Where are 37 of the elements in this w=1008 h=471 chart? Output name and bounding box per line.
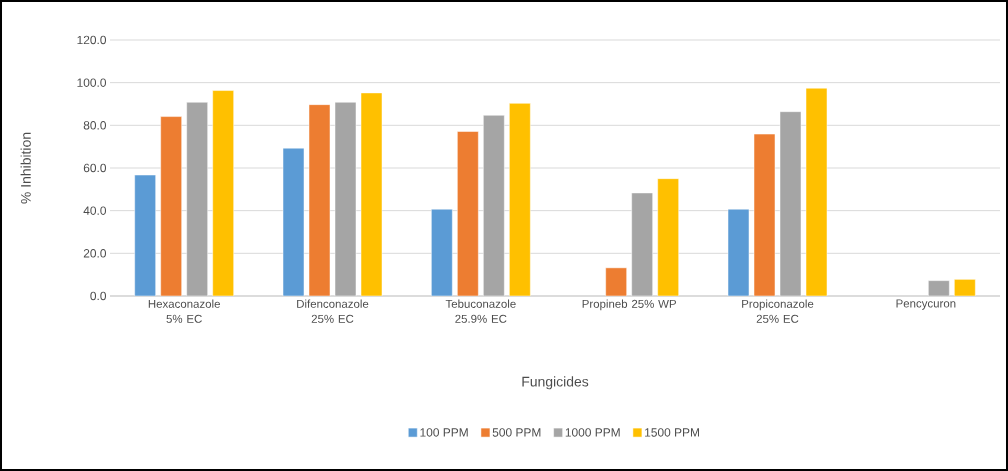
y-axis-title: % Inhibition bbox=[20, 132, 31, 204]
bar bbox=[160, 116, 182, 296]
y-tick-label: 100.0 bbox=[77, 78, 107, 87]
bar bbox=[483, 115, 505, 296]
y-tick-label: 60.0 bbox=[83, 163, 107, 173]
y-tick-label: 80.0 bbox=[83, 121, 107, 130]
bar bbox=[186, 102, 208, 296]
x-tick-label: Hexaconazole 5% EC bbox=[148, 299, 220, 323]
x-axis-title: Fungicides bbox=[522, 376, 589, 390]
legend-label: 100 PPM bbox=[420, 428, 468, 437]
bar bbox=[657, 178, 679, 296]
y-tick-label: 20.0 bbox=[83, 249, 107, 258]
bar bbox=[457, 131, 479, 296]
legend-label: 1500 PPM bbox=[645, 428, 699, 437]
bar bbox=[360, 92, 383, 296]
legend-label: 1000 PPM bbox=[565, 428, 620, 437]
bar bbox=[308, 104, 331, 296]
bar bbox=[928, 280, 950, 296]
bar bbox=[509, 103, 531, 296]
legend-label: 500 PPM bbox=[492, 428, 541, 437]
bar bbox=[805, 87, 828, 296]
y-tick-label: 40.0 bbox=[83, 206, 107, 215]
x-tick-label: Tebuconazole 25.9% EC bbox=[445, 299, 516, 323]
bar bbox=[431, 208, 453, 296]
bar bbox=[753, 133, 776, 296]
y-tick-label: 0.0 bbox=[90, 291, 107, 301]
x-tick-label: Propiconazole 25% EC bbox=[742, 299, 814, 323]
x-tick-label: Propineb 25% WP bbox=[582, 299, 676, 311]
bar bbox=[134, 174, 156, 296]
bar bbox=[212, 90, 234, 296]
bar bbox=[334, 102, 357, 296]
bar bbox=[779, 111, 802, 296]
y-tick-label: 120.0 bbox=[77, 35, 107, 45]
x-tick-label: Pencycuron bbox=[896, 299, 956, 310]
x-tick-label: Difenconazole 25% EC bbox=[297, 299, 369, 323]
bar bbox=[631, 192, 653, 296]
bar bbox=[605, 267, 627, 296]
